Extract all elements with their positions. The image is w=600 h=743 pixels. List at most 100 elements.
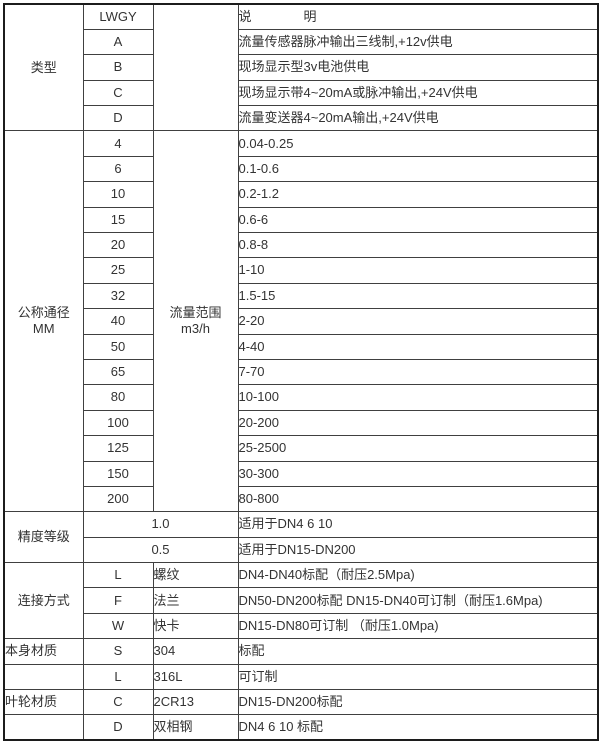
table-row: W 快卡 DN15-DN80可订制 （耐压1.0Mpa) [4,612,599,640]
type-code-cell: B [82,54,154,81]
size-cell: 150 [82,460,154,487]
type-empty-cell [152,3,239,132]
table-row: 10 0.2-1.2 [4,181,599,208]
type-code-cell: D [82,105,154,132]
table-row: F 法兰 DN50-DN200标配 DN15-DN40可订制（耐压1.6Mpa) [4,587,599,614]
material-code-cell: L [82,663,154,691]
table-row: 65 7-70 [4,358,599,386]
material-desc-cell: DN4 6 10 标配 [237,714,599,741]
size-cell: 4 [82,130,154,157]
table-row: C 现场显示带4~20mA或脉冲输出,+24V供电 [4,79,599,107]
size-cell: 40 [82,308,154,335]
connection-desc-cell: DN15-DN80可订制 （耐压1.0Mpa) [237,612,599,640]
description-header-cell: 说 明 [237,3,599,30]
accuracy-value-cell: 0.5 [82,536,239,564]
table-row: 50 4-40 [4,333,599,360]
connection-desc-cell: DN50-DN200标配 DN15-DN40可订制（耐压1.6Mpa) [237,587,599,614]
type-desc-cell: 流量传感器脉冲输出三线制,+12v供电 [237,28,599,56]
size-cell: 50 [82,333,154,360]
flow-range-cell: 30-300 [237,460,599,487]
flow-range-cell: 7-70 [237,358,599,386]
size-cell: 65 [82,358,154,386]
body-material-label-cell: 本身材质 [3,638,84,665]
size-cell: 10 [82,181,154,208]
size-cell: 15 [82,206,154,234]
material-name-cell: 2CR13 [152,689,239,716]
table-row: 0.5 适用于DN15-DN200 [4,536,599,564]
impeller-material-label-cell: 叶轮材质 [3,689,84,716]
connection-name-cell: 螺纹 [152,562,239,589]
connection-desc-cell: DN4-DN40标配（耐压2.5Mpa) [237,562,599,589]
connection-name-cell: 快卡 [152,612,239,640]
accuracy-desc-cell: 适用于DN15-DN200 [237,536,599,564]
flow-range-cell: 0.6-6 [237,206,599,234]
table-row: 15 0.6-6 [4,206,599,234]
table-row: 本身材质 S 304 标配 [3,638,599,665]
diameter-label-line2: MM [32,321,55,337]
flow-range-cell: 20-200 [237,409,599,437]
table-row: 40 2-20 [4,308,599,335]
flow-range-cell: 0.1-0.6 [237,155,599,183]
table-row: 叶轮材质 C 2CR13 DN15-DN200标配 [3,689,599,716]
flow-range-cell: 80-800 [237,485,599,513]
material-code-cell: C [82,689,154,716]
flow-range-cell: 2-20 [237,308,599,335]
connection-code-cell: W [82,612,154,640]
table-row: D 流量变送器4~20mA输出,+24V供电 [4,105,599,132]
table-row: 类型 LWGY 说 明 [3,3,599,132]
flow-range-label-line2: m3/h [181,321,210,337]
material-name-cell: 双相钢 [152,714,239,741]
size-cell: 32 [82,282,154,310]
connection-label-cell: 连接方式 [3,562,84,640]
type-code-cell: A [82,28,154,56]
table-row: 200 80-800 [4,485,599,513]
flow-range-cell: 25-2500 [237,435,599,462]
flow-range-cell: 0.8-8 [237,232,599,259]
flow-range-cell: 1.5-15 [237,282,599,310]
table-row: A 流量传感器脉冲输出三线制,+12v供电 [4,28,599,56]
size-cell: 20 [82,232,154,259]
size-cell: 6 [82,155,154,183]
material-code-cell: S [82,638,154,665]
table-row: B 现场显示型3v电池供电 [4,54,599,81]
flow-range-label-line1: 流量范围 [169,305,222,321]
accuracy-value-cell: 1.0 [82,511,239,538]
table-row: 80 10-100 [4,384,599,411]
material-desc-cell: DN15-DN200标配 [237,689,599,716]
flow-range-label-cell: 流量范围 m3/h [152,130,239,513]
table-row: L 316L 可订制 [3,663,599,691]
material-name-cell: 304 [152,638,239,665]
table-row: 125 25-2500 [4,435,599,462]
type-desc-cell: 现场显示型3v电池供电 [237,54,599,81]
connection-code-cell: L [82,562,154,589]
table-row: 精度等级 1.0 适用于DN4 6 10 [3,511,599,564]
table-row: 20 0.8-8 [4,232,599,259]
material-code-cell: D [82,714,154,741]
flow-range-cell: 4-40 [237,333,599,360]
type-desc-cell: 现场显示带4~20mA或脉冲输出,+24V供电 [237,79,599,107]
diameter-label-cell: 公称通径 MM [3,130,84,513]
type-desc-cell: 流量变送器4~20mA输出,+24V供电 [237,105,599,132]
size-cell: 80 [82,384,154,411]
size-cell: 25 [82,257,154,284]
impeller-empty-label-cell [3,714,84,741]
size-cell: 125 [82,435,154,462]
table-row: 6 0.1-0.6 [4,155,599,183]
flow-range-cell: 10-100 [237,384,599,411]
flow-range-cell: 0.2-1.2 [237,181,599,208]
table-row: D 双相钢 DN4 6 10 标配 [3,714,599,741]
impeller-empty-label-cell [3,663,84,691]
type-code-cell: C [82,79,154,107]
table-row: 100 20-200 [4,409,599,437]
connection-code-cell: F [82,587,154,614]
table-row: 公称通径 MM 4 流量范围 m3/h 0.04-0.25 [3,130,599,513]
size-cell: 100 [82,409,154,437]
table-row: 25 1-10 [4,257,599,284]
table-row: 32 1.5-15 [4,282,599,310]
material-desc-cell: 标配 [237,638,599,665]
flow-range-cell: 1-10 [237,257,599,284]
spec-table: 类型 LWGY 说 明 A 流量传感器脉冲输出三线制,+12v供电 B 现场显示… [3,3,599,742]
model-code-cell: LWGY [82,3,154,30]
material-name-cell: 316L [152,663,239,691]
